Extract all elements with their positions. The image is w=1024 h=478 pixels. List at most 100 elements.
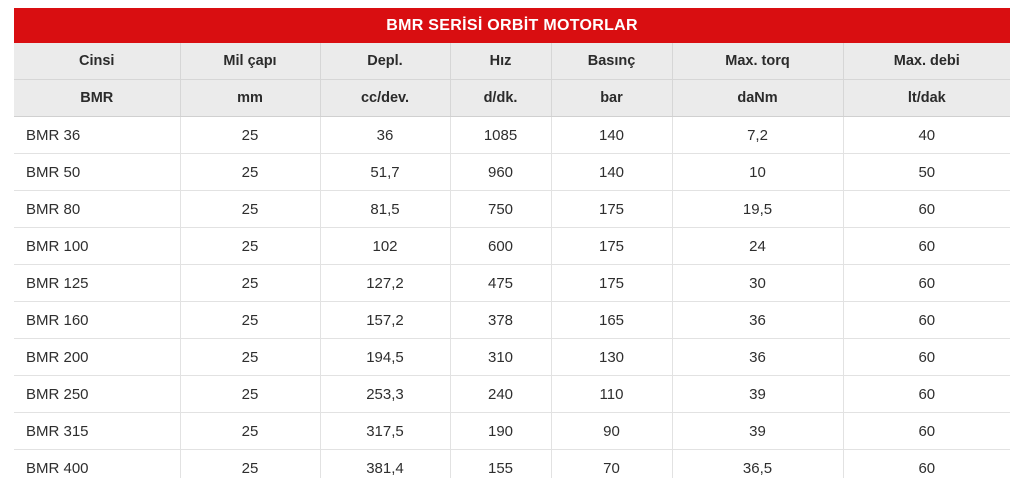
cell-value: 39 [672,412,844,450]
cell-value: 10 [672,153,844,191]
column-header-basinc: Basınç [551,43,673,80]
cell-value: 36 [672,301,844,339]
cell-model-name: BMR 200 [14,338,181,376]
cell-value: 60 [843,227,1011,265]
cell-value: 90 [551,412,673,450]
table-row: BMR 80 25 81,5 750 175 19,5 60 [14,190,1011,228]
cell-value: 81,5 [320,190,451,228]
column-unit-depl: cc/dev. [320,79,451,117]
table-title: BMR SERİSİ ORBİT MOTORLAR [14,8,1011,43]
table-row: BMR 160 25 157,2 378 165 36 60 [14,301,1011,339]
cell-value: 25 [180,190,321,228]
column-unit-hiz: d/dk. [450,79,552,117]
cell-value: 51,7 [320,153,451,191]
cell-value: 7,2 [672,116,844,154]
cell-model-name: BMR 50 [14,153,181,191]
column-unit-basinc: bar [551,79,673,117]
cell-value: 475 [450,264,552,302]
cell-value: 40 [843,116,1011,154]
cell-value: 19,5 [672,190,844,228]
cell-value: 750 [450,190,552,228]
cell-value: 140 [551,153,673,191]
cell-value: 25 [180,264,321,302]
cell-value: 1085 [450,116,552,154]
cell-value: 60 [843,190,1011,228]
table-row: BMR 400 25 381,4 155 70 36,5 60 [14,449,1011,478]
cell-value: 102 [320,227,451,265]
cell-value: 25 [180,338,321,376]
cell-model-name: BMR 100 [14,227,181,265]
table-row: BMR 36 25 36 1085 140 7,2 40 [14,116,1011,154]
column-header-depl: Depl. [320,43,451,80]
cell-model-name: BMR 250 [14,375,181,413]
column-unit-max-debi: lt/dak [843,79,1011,117]
column-header-hiz: Hız [450,43,552,80]
table-row: BMR 125 25 127,2 475 175 30 60 [14,264,1011,302]
cell-value: 25 [180,375,321,413]
cell-value: 30 [672,264,844,302]
cell-value: 130 [551,338,673,376]
table-row: BMR 250 25 253,3 240 110 39 60 [14,375,1011,413]
cell-value: 60 [843,449,1011,478]
cell-value: 165 [551,301,673,339]
cell-value: 60 [843,338,1011,376]
table-header: BMR SERİSİ ORBİT MOTORLAR Cinsi Mil çapı… [14,8,1011,117]
cell-value: 25 [180,301,321,339]
cell-model-name: BMR 80 [14,190,181,228]
cell-value: 155 [450,449,552,478]
cell-value: 194,5 [320,338,451,376]
cell-value: 36 [320,116,451,154]
cell-model-name: BMR 400 [14,449,181,478]
cell-value: 310 [450,338,552,376]
column-unit-cinsi: BMR [14,79,181,117]
cell-value: 60 [843,375,1011,413]
title-banner-row: BMR SERİSİ ORBİT MOTORLAR [14,8,1011,43]
cell-value: 60 [843,264,1011,302]
cell-value: 60 [843,412,1011,450]
cell-value: 381,4 [320,449,451,478]
cell-model-name: BMR 36 [14,116,181,154]
table-row: BMR 100 25 102 600 175 24 60 [14,227,1011,265]
column-header-mil-capi: Mil çapı [180,43,321,80]
cell-value: 25 [180,412,321,450]
column-units-row: BMR mm cc/dev. d/dk. bar daNm lt/dak [14,79,1011,117]
cell-value: 70 [551,449,673,478]
table-row: BMR 315 25 317,5 190 90 39 60 [14,412,1011,450]
cell-value: 175 [551,227,673,265]
cell-value: 240 [450,375,552,413]
cell-value: 25 [180,449,321,478]
cell-value: 110 [551,375,673,413]
column-header-row: Cinsi Mil çapı Depl. Hız Basınç Max. tor… [14,43,1011,80]
cell-value: 175 [551,264,673,302]
column-header-cinsi: Cinsi [14,43,181,80]
cell-value: 24 [672,227,844,265]
cell-value: 175 [551,190,673,228]
cell-value: 36,5 [672,449,844,478]
cell-value: 127,2 [320,264,451,302]
table-row: BMR 50 25 51,7 960 140 10 50 [14,153,1011,191]
column-unit-max-torq: daNm [672,79,844,117]
cell-value: 960 [450,153,552,191]
cell-value: 25 [180,153,321,191]
column-header-max-torq: Max. torq [672,43,844,80]
column-header-max-debi: Max. debi [843,43,1011,80]
cell-value: 378 [450,301,552,339]
cell-value: 50 [843,153,1011,191]
cell-value: 190 [450,412,552,450]
cell-value: 140 [551,116,673,154]
cell-value: 253,3 [320,375,451,413]
cell-model-name: BMR 315 [14,412,181,450]
cell-value: 60 [843,301,1011,339]
cell-value: 25 [180,227,321,265]
cell-model-name: BMR 160 [14,301,181,339]
cell-value: 157,2 [320,301,451,339]
table-body: BMR 36 25 36 1085 140 7,2 40 BMR 50 25 51,7 960 140… [14,116,1011,478]
cell-value: 36 [672,338,844,376]
table-row: BMR 200 25 194,5 310 130 36 60 [14,338,1011,376]
cell-value: 317,5 [320,412,451,450]
cell-value: 39 [672,375,844,413]
cell-value: 25 [180,116,321,154]
column-unit-mil-capi: mm [180,79,321,117]
cell-value: 600 [450,227,552,265]
